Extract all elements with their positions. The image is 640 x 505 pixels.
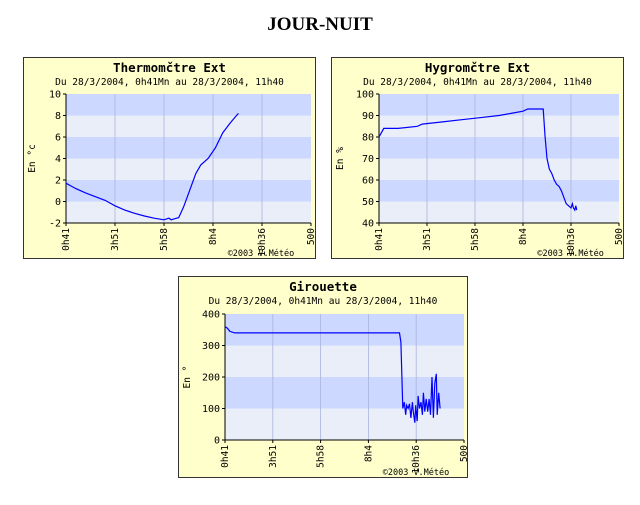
chart-subtitle: Du 28/3/2004, 0h41Mn au 28/3/2004, 11h40 xyxy=(55,77,284,88)
x-tick-label: 5h58 xyxy=(316,445,327,468)
plot-band xyxy=(379,94,619,116)
y-tick-label: 2 xyxy=(55,176,61,187)
x-tick-label: 0h41 xyxy=(220,445,231,468)
plot-band xyxy=(225,345,464,377)
chart-subtitle: Du 28/3/2004, 0h41Mn au 28/3/2004, 11h40 xyxy=(363,77,592,88)
y-tick-label: 200 xyxy=(202,373,220,384)
plot-band xyxy=(379,115,619,137)
series-line xyxy=(378,108,578,212)
chart-subtitle: Du 28/3/2004, 0h41Mn au 28/3/2004, 11h40 xyxy=(209,296,438,307)
page-title: JOUR-NUIT xyxy=(267,14,373,35)
plot-band xyxy=(66,115,311,137)
y-tick-label: 4 xyxy=(55,154,61,165)
plot-band xyxy=(225,408,464,440)
y-axis-label: En % xyxy=(335,147,346,170)
y-tick-label: 60 xyxy=(362,176,374,187)
y-tick-label: 300 xyxy=(202,341,220,352)
x-tick-label: 8h4 xyxy=(518,228,529,245)
y-tick-label: 50 xyxy=(362,197,374,208)
x-tick-label: 3h51 xyxy=(268,445,279,468)
x-tick-label: 10h36 xyxy=(566,228,577,257)
credit-label: ©2003 V.Météo xyxy=(228,248,295,259)
x-tick-label: 5h58 xyxy=(159,228,170,251)
chart-panel-thermometer: Thermomčtre Ext Du 28/3/2004, 0h41Mn au 2… xyxy=(23,57,316,259)
plot-band xyxy=(379,201,619,223)
y-tick-label: 40 xyxy=(362,219,374,230)
credit-label: ©2003 V.Météo xyxy=(383,467,450,478)
y-tick-label: 0 xyxy=(55,197,61,208)
plot-band xyxy=(225,314,464,346)
x-tick-label: 5h58 xyxy=(470,228,481,251)
y-tick-label: 90 xyxy=(362,111,374,122)
y-axis-label: En ° xyxy=(182,366,193,389)
y-tick-label: 70 xyxy=(362,154,374,165)
plot-band xyxy=(379,158,619,180)
plot-band xyxy=(66,94,311,116)
y-tick-label: 10 xyxy=(49,90,61,101)
chart-title: Girouette xyxy=(289,279,357,294)
y-axis-label: En °c xyxy=(27,144,38,173)
plot-band xyxy=(66,137,311,159)
y-tick-label: 100 xyxy=(356,90,374,101)
y-tick-label: 80 xyxy=(362,133,374,144)
x-tick-label: 8h4 xyxy=(363,445,374,462)
y-tick-label: -2 xyxy=(49,219,61,230)
x-tick-label: 500 xyxy=(306,228,316,245)
series-line xyxy=(65,112,239,221)
x-tick-label: 500 xyxy=(614,228,624,245)
chart-title: Hygromčtre Ext xyxy=(425,60,530,75)
x-tick-label: 0h41 xyxy=(374,228,385,251)
x-tick-label: 500 xyxy=(459,445,468,462)
y-tick-label: 100 xyxy=(202,404,220,415)
x-tick-label: 3h51 xyxy=(110,228,121,251)
plot-band xyxy=(379,137,619,159)
plot-band xyxy=(66,201,311,223)
plot-band xyxy=(66,180,311,202)
plot-band xyxy=(379,180,619,202)
chart-panel-hygrometer: Hygromčtre Ext Du 28/3/2004, 0h41Mn au 28… xyxy=(331,57,624,259)
chart-panel-wind-vane: Girouette Du 28/3/2004, 0h41Mn au 28/3/20… xyxy=(178,276,468,478)
chart-title: Thermomčtre Ext xyxy=(113,60,226,75)
y-tick-label: 6 xyxy=(55,133,61,144)
credit-label: ©2003 V.Météo xyxy=(537,248,604,259)
x-tick-label: 10h36 xyxy=(257,228,268,257)
plot-band xyxy=(66,158,311,180)
x-tick-label: 3h51 xyxy=(422,228,433,251)
series-line xyxy=(224,326,441,423)
x-tick-label: 10h36 xyxy=(411,445,422,474)
x-tick-label: 8h4 xyxy=(208,228,219,245)
y-tick-label: 0 xyxy=(214,436,220,447)
x-tick-label: 0h41 xyxy=(61,228,72,251)
y-tick-label: 8 xyxy=(55,111,61,122)
y-tick-label: 400 xyxy=(202,310,220,321)
